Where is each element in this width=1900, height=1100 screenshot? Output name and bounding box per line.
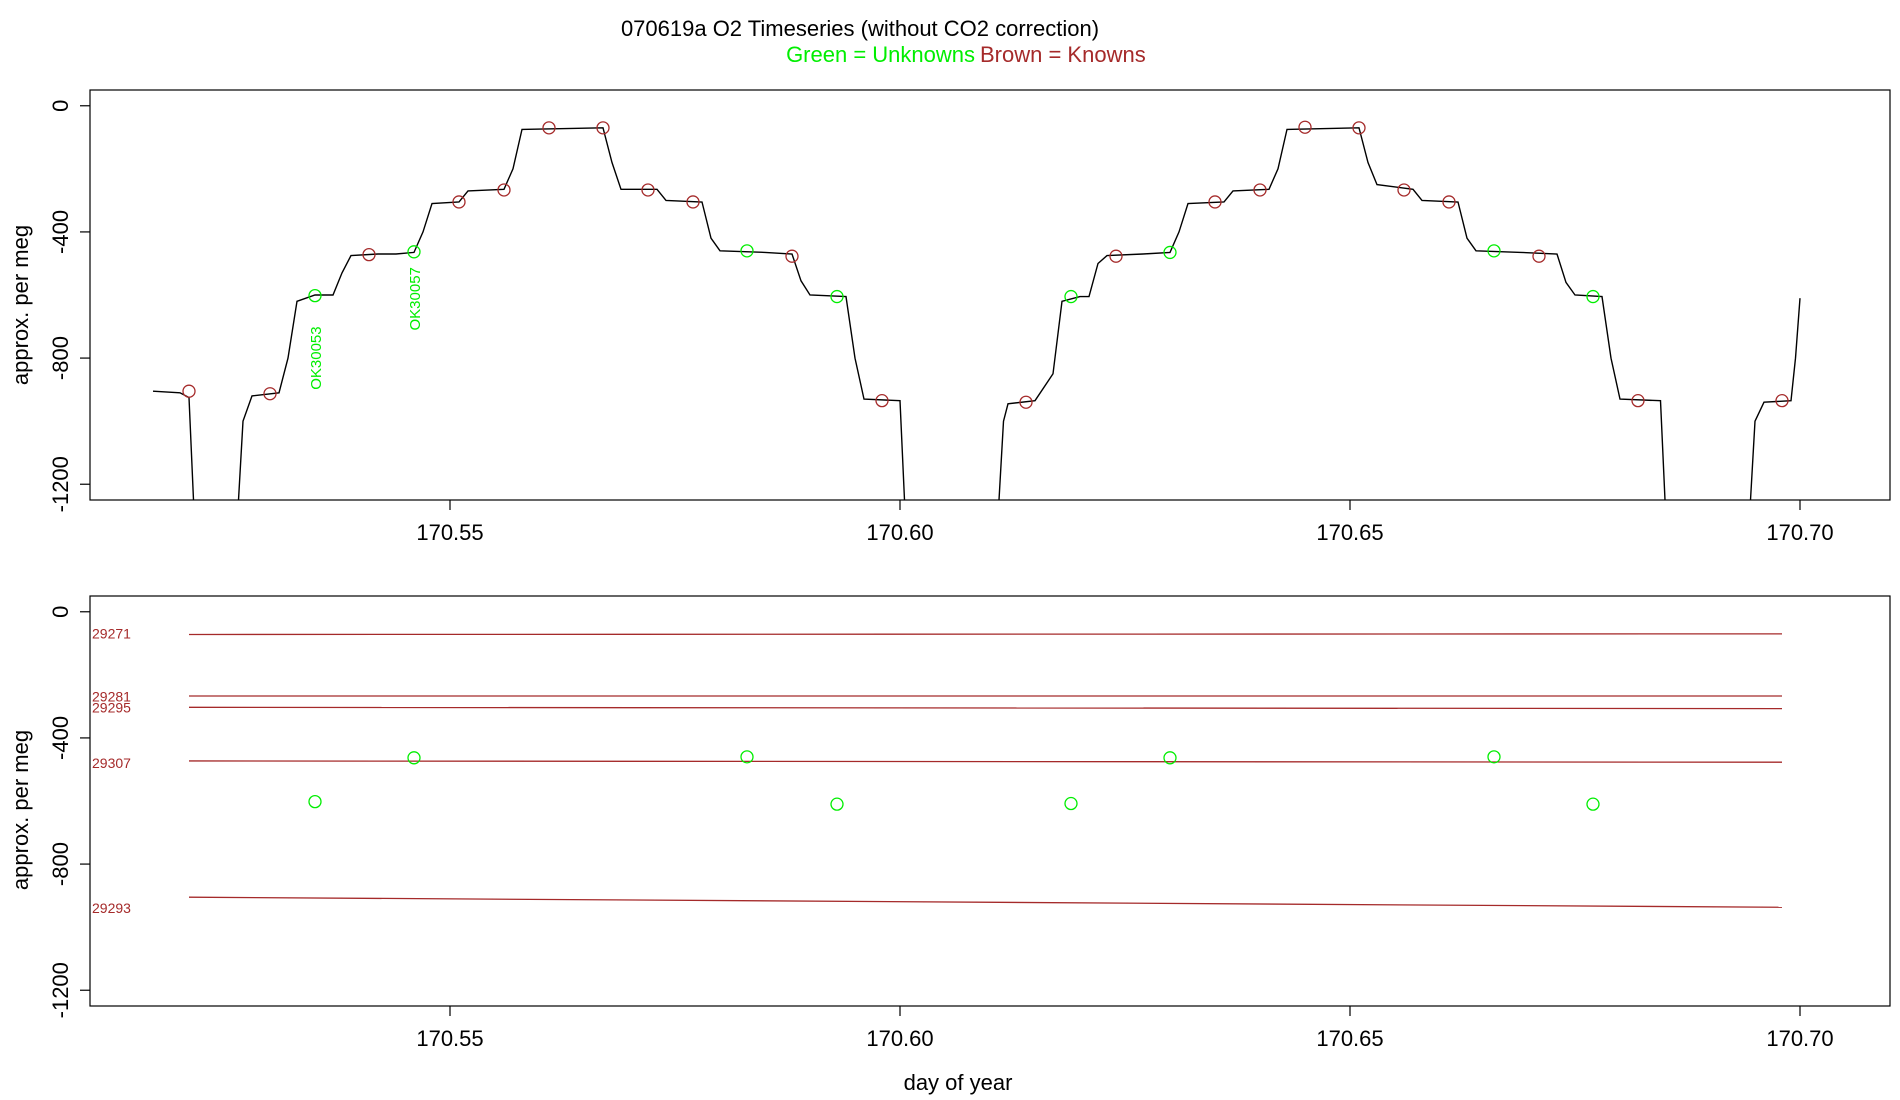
bottom-x-tick-label: 170.70: [1766, 1026, 1833, 1051]
bottom-panel: 170.55 170.60 170.65 170.70 0 -400 -800 -1200 29…: [48, 595, 1891, 1051]
unknown-point: [308, 794, 322, 809]
known-point: [1532, 249, 1546, 263]
top-x-tick-label: 170.65: [1316, 520, 1383, 545]
unknown-point: [1064, 796, 1078, 811]
bottom-y-tick-label: -800: [48, 842, 73, 886]
unknown-point: [740, 244, 754, 258]
top-y-tick-label: 0: [48, 100, 73, 112]
known-point: [542, 121, 556, 135]
known-point: [641, 183, 655, 197]
known-point: [1775, 394, 1789, 408]
unknown-point: [1163, 245, 1177, 260]
unknown-point: [407, 751, 421, 765]
known-point: [875, 394, 889, 408]
unknown-point: [740, 750, 754, 764]
known-point: [1208, 195, 1222, 209]
top-x-tick-label: 170.60: [866, 520, 933, 545]
bottom-y-tick-label: 0: [48, 606, 73, 618]
bottom-x-tick-label: 170.60: [866, 1026, 933, 1051]
top-plot-frame: [89, 89, 1891, 501]
unknown-point: [1163, 751, 1177, 765]
known-point: [1109, 249, 1123, 263]
o2-timeseries-line: [152, 390, 195, 500]
unknown-point: [1487, 244, 1501, 258]
unknown-point: [1487, 750, 1501, 764]
known-point: [497, 183, 511, 197]
top-series-group: [152, 127, 1801, 500]
known-reference-line: [188, 896, 1783, 908]
unknown-point: [407, 245, 421, 259]
bottom-y-axis-label: approx. per meg: [8, 730, 33, 890]
unknown-annotation: OK30057: [407, 267, 424, 330]
top-y-tick-label: -800: [48, 336, 73, 380]
known-point: [1631, 394, 1645, 408]
known-point: [263, 387, 277, 401]
unknown-annotation: OK30053: [308, 326, 325, 389]
known-reference-label: 29271: [92, 626, 131, 642]
o2-timeseries-line: [998, 127, 1666, 500]
o2-timeseries-line: [1749, 298, 1801, 500]
unknown-point: [308, 288, 322, 303]
bottom-x-tick-label: 170.65: [1316, 1026, 1383, 1051]
known-point: [1298, 120, 1312, 134]
legend-unknowns: Green = Unknowns: [786, 42, 975, 67]
unknown-point: [1586, 289, 1600, 304]
known-reference-label: 29307: [92, 755, 131, 771]
top-panel: 170.55 170.60 170.65 170.70 0 -400 -800 -1200 OK…: [48, 89, 1891, 545]
unknown-point: [1064, 289, 1078, 304]
bottom-x-tick-label: 170.55: [416, 1026, 483, 1051]
bottom-y-tick-label: -400: [48, 716, 73, 760]
known-reference-line: [188, 633, 1783, 636]
known-point: [596, 121, 610, 135]
known-point: [785, 249, 799, 263]
known-reference-line: [188, 760, 1783, 763]
known-reference-label: 29281: [92, 689, 131, 705]
bottom-y-tick-label: -1200: [48, 962, 73, 1018]
unknown-point: [830, 289, 844, 304]
known-reference-label: 29295: [92, 700, 131, 716]
top-x-tick-label: 170.55: [416, 520, 483, 545]
chart-title: 070619a O2 Timeseries (without CO2 corre…: [621, 16, 1099, 41]
known-point: [1352, 121, 1366, 135]
legend-knowns: Brown = Knowns: [980, 42, 1146, 67]
unknown-point: [830, 797, 844, 811]
bottom-plot-frame: [89, 595, 1891, 1007]
top-y-axis-label: approx. per meg: [8, 225, 33, 385]
known-point: [1253, 183, 1267, 197]
known-point: [686, 195, 700, 209]
top-y-tick-label: -1200: [48, 456, 73, 512]
known-reference-label: 29293: [92, 900, 131, 916]
known-point: [1442, 195, 1456, 209]
known-point: [182, 384, 196, 398]
known-point: [362, 247, 376, 262]
known-reference-line: [188, 706, 1783, 710]
unknown-point: [1586, 797, 1600, 811]
known-point: [452, 195, 466, 209]
known-point: [1019, 395, 1033, 409]
known-point: [1397, 183, 1411, 197]
o2-timeseries-line: [237, 127, 906, 500]
top-x-tick-label: 170.70: [1766, 520, 1833, 545]
bottom-x-axis-label: day of year: [904, 1070, 1013, 1095]
top-y-tick-label: -400: [48, 210, 73, 254]
